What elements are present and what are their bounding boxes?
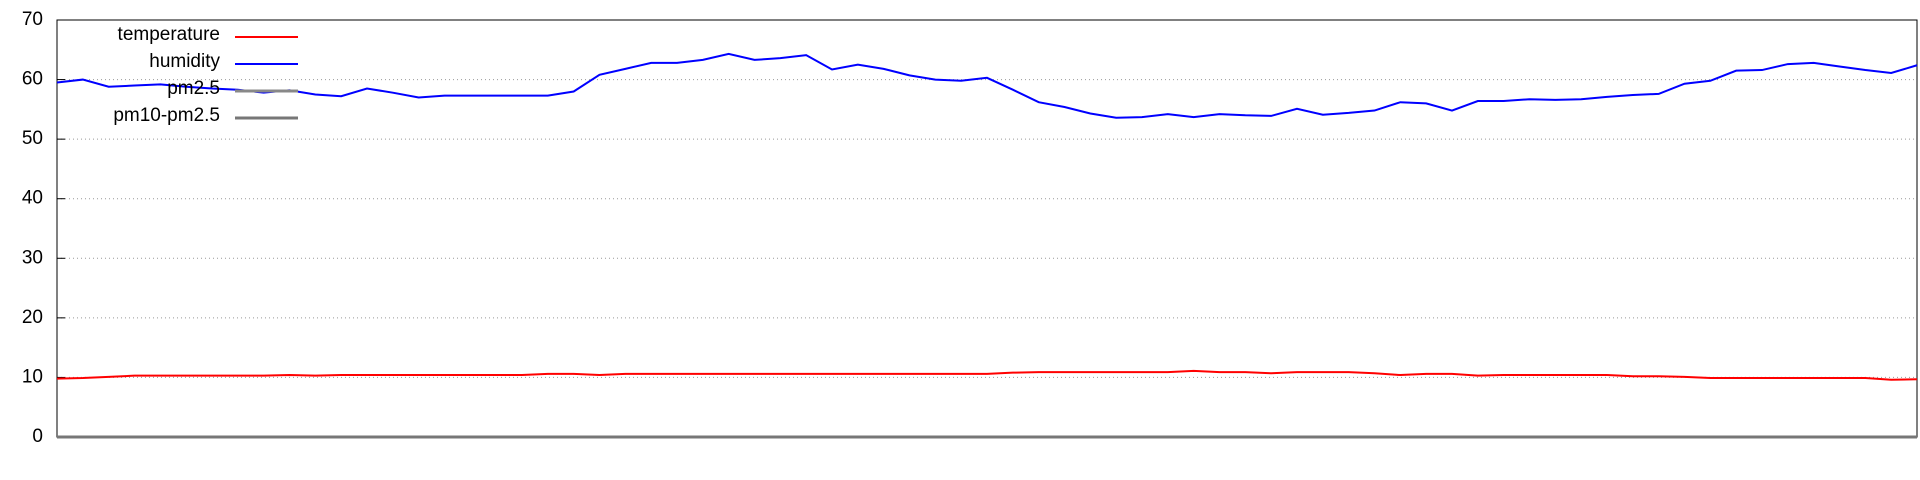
y-tick-label: 50 bbox=[22, 128, 43, 149]
y-tick-label: 0 bbox=[32, 426, 43, 447]
y-tick-label: 20 bbox=[22, 307, 43, 328]
y-tick-label: 10 bbox=[22, 366, 43, 387]
y-tick-label: 70 bbox=[22, 9, 43, 30]
legend-label: humidity bbox=[149, 51, 220, 72]
series-line bbox=[56, 369, 1918, 381]
legend-label: temperature bbox=[118, 24, 220, 45]
series-line bbox=[56, 52, 1918, 119]
y-tick-label: 60 bbox=[22, 69, 43, 90]
legend-label: pm2.5 bbox=[167, 78, 220, 99]
y-tick-label: 30 bbox=[22, 247, 43, 268]
legend-label: pm10-pm2.5 bbox=[113, 105, 220, 126]
y-tick-label: 40 bbox=[22, 188, 43, 209]
